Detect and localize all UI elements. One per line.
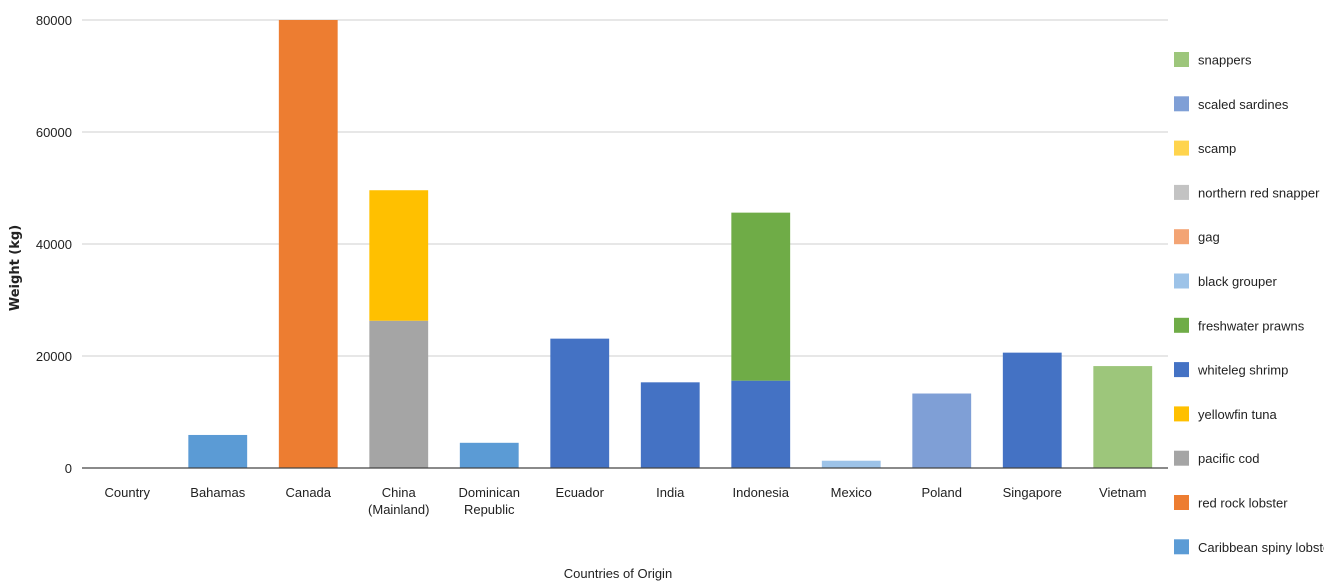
bar-segment [369,190,429,321]
x-tick-label: Vietnam [1099,485,1146,500]
legend-swatch [1174,362,1189,378]
bar-segment [912,393,972,468]
bar-segment [550,338,610,468]
x-tick-label: Singapore [1003,485,1062,500]
legend-swatch [1174,184,1189,200]
y-tick-label: 20000 [36,349,72,364]
x-tick-label-line: (Mainland) [368,502,429,517]
x-tick-label-line: Vietnam [1099,485,1146,500]
x-tick-label-line: Singapore [1003,485,1062,500]
legend-label: black grouper [1198,274,1277,289]
legend-label: scaled sardines [1198,97,1289,112]
x-tick-label-line: Country [104,485,150,500]
y-tick-label: 60000 [36,125,72,140]
x-tick-label-line: China [382,485,417,500]
x-tick-label: China (Mainland) [368,485,429,517]
x-tick-label: Poland [922,485,962,500]
bar-segment [369,320,429,468]
x-tick-label-line: Canada [285,485,331,500]
x-tick-label: Indonesia [733,485,790,500]
x-axis-title: Countries of Origin [564,566,672,581]
x-tick-labels: Country Bahamas Canada China (Mainland) Domin… [104,485,1146,517]
legend-label: scamp [1198,141,1236,156]
bar-segment [640,382,700,468]
legend-swatch [1174,406,1189,422]
x-tick-label: Dominican Republic [459,485,520,517]
legend-swatch [1174,96,1189,112]
bar-segment [188,434,248,468]
y-tick-label: 0 [65,461,72,476]
legend-label: Caribbean spiny lobster [1198,540,1324,555]
x-tick-label: Canada [285,485,331,500]
legend-swatch [1174,495,1189,510]
legend-label: gag [1198,230,1220,245]
grid-lines [82,19,1168,357]
legend-swatch [1174,140,1189,156]
x-tick-label: Country [104,485,150,500]
legend-label: yellowfin tuna [1198,407,1278,422]
legend-swatch [1174,539,1189,555]
legend-label: freshwater prawns [1198,318,1305,333]
x-tick-label-line: Republic [464,502,515,517]
bar-segment [278,20,338,468]
legend-swatch [1174,52,1189,67]
x-tick-label-line: Indonesia [733,485,790,500]
x-tick-label-line: Bahamas [190,485,245,500]
bar-segment [1002,352,1062,468]
legend-label: red rock lobster [1198,496,1288,511]
legend-swatch [1174,229,1189,245]
bar-segment [821,460,881,468]
legend-swatch [1174,273,1189,289]
x-tick-label: India [656,485,685,500]
y-tick-label: 80000 [36,13,72,28]
legend-swatch [1174,450,1189,466]
bar-segment [731,212,791,381]
x-tick-label: Bahamas [190,485,245,500]
y-tick-label: 40000 [36,237,72,252]
x-tick-label-line: Poland [922,485,962,500]
x-tick-label: Ecuador [556,485,605,500]
x-tick-label-line: India [656,485,685,500]
bar-segment [459,442,519,468]
x-tick-label-line: Ecuador [556,485,605,500]
legend-swatch [1174,317,1189,333]
x-tick-label: Mexico [831,485,872,500]
bars [188,20,1153,468]
legend-label: whiteleg shrimp [1197,363,1288,378]
bar-segment [1093,366,1153,468]
legend-label: northern red snapper [1198,185,1320,200]
legend-label: pacific cod [1198,451,1259,466]
y-tick-labels: 0 20000 40000 60000 80000 [36,13,72,476]
x-tick-label-line: Dominican [459,485,520,500]
legend-label: snappers [1198,53,1252,68]
legend: snappers scaled sardines scamp northern red… [1174,52,1324,555]
x-tick-label-line: Mexico [831,485,872,500]
bar-segment [731,380,791,468]
y-axis-title: Weight (kg) [8,225,23,311]
